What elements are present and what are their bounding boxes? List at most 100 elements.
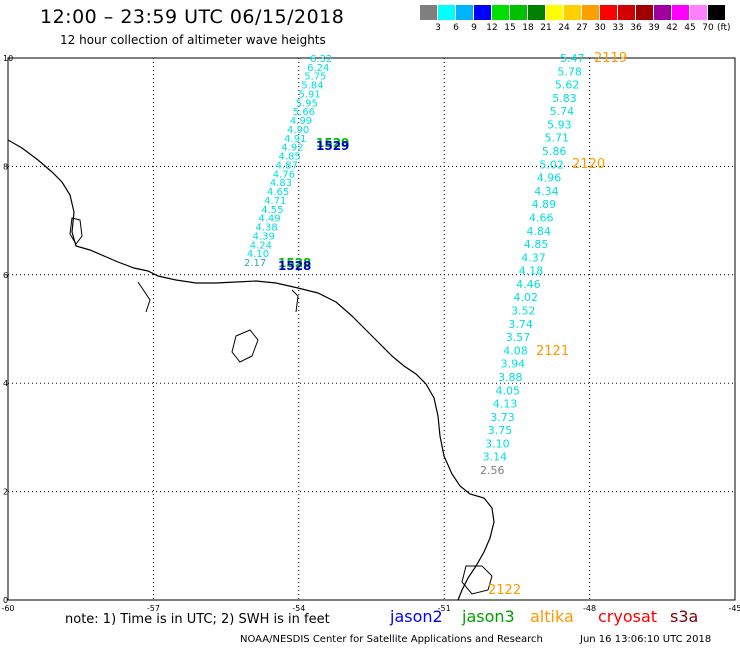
legend-swatch — [510, 5, 527, 20]
coastline-path — [7, 139, 495, 601]
legend-label: 39 — [648, 23, 660, 33]
wave-height-value: 2.56 — [480, 464, 505, 477]
legend-label: 33 — [612, 23, 624, 33]
wave-height-value: 4.24 — [250, 240, 272, 251]
track-a: 6.326.245.755.845.915.955.664.994.904.91… — [244, 54, 349, 273]
footer-note: note: 1) Time is in UTC; 2) SWH is in fe… — [65, 612, 330, 627]
legend-swatch — [672, 5, 689, 20]
wave-height-value: 4.90 — [287, 125, 309, 136]
legend-swatch — [636, 5, 653, 20]
wave-height-value: 5.75 — [304, 72, 326, 83]
wave-height-value: 4.91 — [284, 134, 306, 145]
wave-height-value: 4.92 — [281, 143, 303, 154]
wave-height-value: 4.02 — [514, 291, 539, 304]
legend-swatch — [528, 5, 545, 20]
wave-height-value: 4.05 — [495, 384, 520, 397]
legend-label: 45 — [684, 23, 696, 33]
wave-height-value: 4.85 — [524, 238, 549, 251]
legend-swatch — [420, 5, 437, 20]
legend-swatch — [618, 5, 635, 20]
lat-lon-grid — [7, 57, 736, 601]
wave-height-value: 4.96 — [537, 172, 562, 185]
wave-height-value: 4.34 — [534, 185, 559, 198]
legend-swatch — [474, 5, 491, 20]
coastline — [7, 139, 495, 601]
wave-height-value: 5.91 — [299, 89, 321, 100]
legend-swatch — [600, 5, 617, 20]
wave-height-value: 5.84 — [301, 81, 323, 92]
wave-height-value: 4.37 — [521, 251, 546, 264]
satellite-label-s3a: s3a — [670, 607, 699, 626]
wave-height-value: 4.39 — [253, 231, 275, 242]
lon-tick-label: -60 — [1, 604, 14, 613]
legend-label: 36 — [630, 23, 642, 33]
wave-height-value: 4.71 — [264, 196, 286, 207]
lat-tick-label: 8 — [3, 162, 8, 171]
wave-height-value: 5.78 — [557, 65, 582, 78]
wave-height-value: 4.08 — [503, 344, 528, 357]
wave-height-value: 5.62 — [555, 79, 580, 92]
wave-height-value: 4.10 — [247, 249, 269, 260]
wave-height-value: 4.85 — [278, 152, 300, 163]
wave-height-value: 3.14 — [483, 451, 508, 464]
wave-height-value: 3.10 — [485, 437, 510, 450]
legend-label: 24 — [558, 23, 570, 33]
lat-tick-label: 6 — [3, 271, 8, 280]
wave-height-value: 3.57 — [506, 331, 531, 344]
wave-height-value: 4.13 — [493, 398, 517, 411]
wave-height-value: 4.65 — [267, 187, 289, 198]
generation-timestamp: Jun 16 13:06:10 UTC 2018 — [580, 634, 712, 645]
wave-height-value: 3.74 — [508, 318, 533, 331]
legend-label: 9 — [471, 23, 477, 33]
wave-height-value: 4.84 — [526, 225, 551, 238]
lat-tick-label: 2 — [3, 488, 8, 497]
wave-height-value: 3.94 — [501, 358, 525, 371]
lat-tick-label: 10 — [3, 54, 13, 63]
satellite-label-jason3: jason3 — [462, 607, 515, 626]
lon-tick-label: -48 — [583, 604, 596, 613]
legend-swatch — [564, 5, 581, 20]
satellite-label-jason2: jason2 — [390, 607, 443, 626]
pass-time-label-jason2: 1528 — [278, 259, 311, 273]
wave-height-value: 3.73 — [490, 411, 515, 424]
wave-height-value: 5.71 — [545, 132, 570, 145]
lake-outline — [231, 329, 259, 363]
wave-height-value: 4.38 — [255, 223, 277, 234]
pass-time-label-altika: 2119 — [594, 51, 627, 66]
lat-tick-label: 4 — [3, 379, 8, 388]
map-frame — [7, 57, 736, 601]
legend-label: 18 — [522, 23, 534, 33]
track-b: 5.475.785.625.835.745.935.715.865.024.96… — [480, 51, 627, 598]
legend-label: 70 — [702, 23, 714, 33]
legend-label: 12 — [486, 23, 498, 33]
wave-height-value: 3.52 — [511, 305, 536, 318]
legend-swatch — [690, 5, 707, 20]
wave-height-value: 4.89 — [532, 198, 557, 211]
map-subtitle: 12 hour collection of altimeter wave hei… — [60, 33, 326, 47]
wave-height-value: 5.74 — [550, 105, 575, 118]
wave-height-value: 5.02 — [539, 158, 564, 171]
legend-label: 27 — [576, 23, 588, 33]
legend-label: 42 — [666, 23, 678, 33]
river-channel — [137, 281, 151, 313]
pass-time-label-jason3: 1529 — [316, 136, 349, 150]
legend-swatch — [492, 5, 509, 20]
legend-label: 3 — [435, 23, 441, 33]
satellite-label-cryosat: cryosat — [598, 607, 658, 626]
lon-tick-label: -57 — [147, 604, 160, 613]
wave-height-value: 4.46 — [516, 278, 541, 291]
legend-swatch — [708, 5, 725, 20]
wave-height-value: 3.75 — [488, 424, 513, 437]
legend-swatch — [582, 5, 599, 20]
wave-height-value: 5.86 — [542, 145, 567, 158]
wave-height-value: 4.76 — [273, 169, 295, 180]
wave-height-value: 5.95 — [296, 98, 318, 109]
pass-time-label-jason3: 1528 — [278, 256, 311, 270]
river-channel — [291, 289, 299, 313]
pass-time-label-jason2: 1529 — [316, 139, 349, 153]
wave-height-value: 6.32 — [310, 54, 332, 65]
wave-height-value: 4.18 — [519, 265, 544, 278]
wave-height-value: 4.99 — [290, 116, 312, 127]
lat-tick-label: 0 — [3, 596, 8, 605]
